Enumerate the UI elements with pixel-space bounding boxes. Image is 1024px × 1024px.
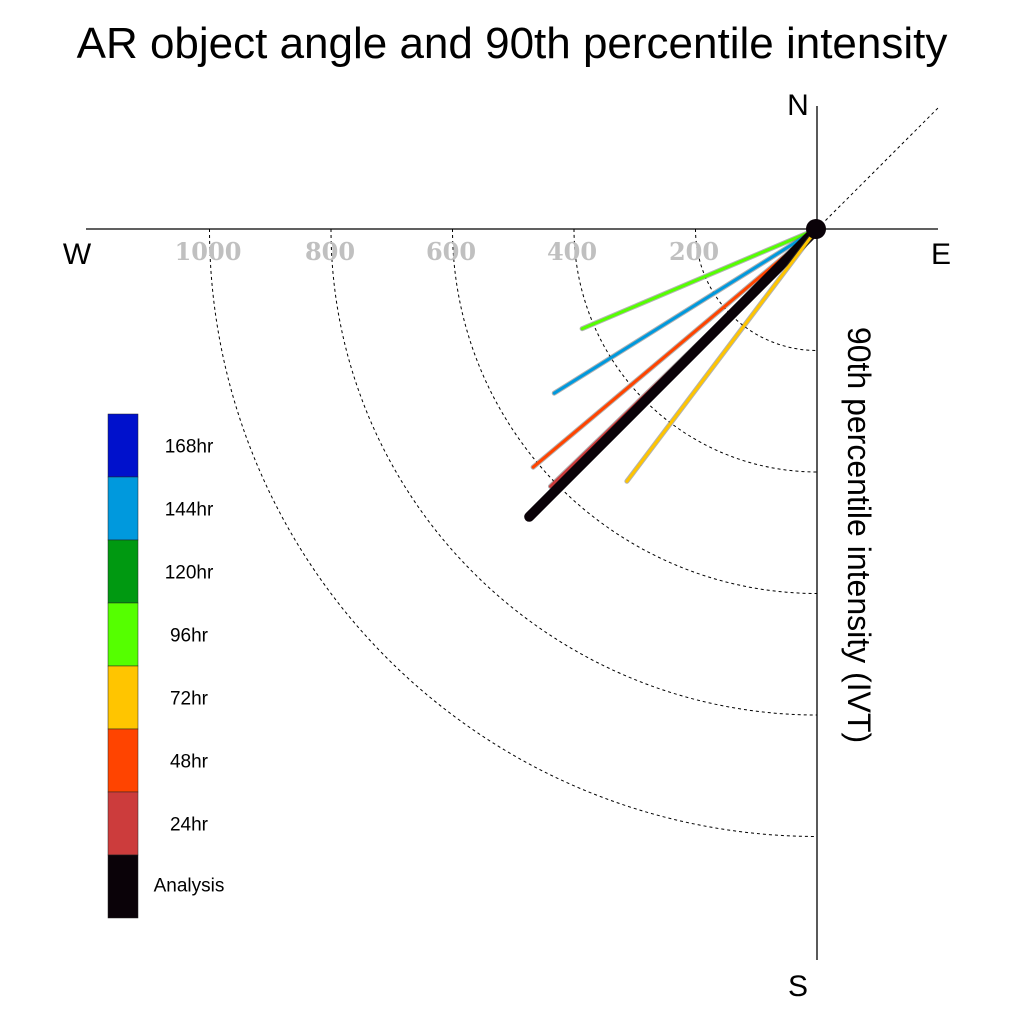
vector-48hr xyxy=(531,227,819,469)
tick-label-1000: 1000 xyxy=(175,237,242,266)
legend-swatch-120hr xyxy=(107,539,139,604)
grid-arc-400 xyxy=(573,228,818,473)
legend-label-72hr: 72hr xyxy=(170,689,209,710)
legend-label-48hr: 48hr xyxy=(170,752,209,773)
south-label: S xyxy=(788,970,808,1003)
legend-swatch-24hr xyxy=(107,791,139,856)
legend-swatch-168hr xyxy=(107,413,139,478)
legend-label-168hr: 168hr xyxy=(165,437,214,458)
vector-144hr xyxy=(552,227,819,395)
origin-marker xyxy=(806,219,826,239)
chart-title: AR object angle and 90th percentile inte… xyxy=(77,19,948,68)
legend-swatch-96hr xyxy=(107,602,139,667)
vector-96hr xyxy=(580,227,819,331)
vector-72hr xyxy=(625,227,819,483)
diagonal-reference-line xyxy=(816,105,941,230)
tick-label-800: 800 xyxy=(305,237,355,266)
legend-swatch-72hr xyxy=(107,665,139,730)
vector-series xyxy=(524,224,822,522)
legend-swatch-analysis xyxy=(107,854,139,919)
grid-arc-800 xyxy=(330,228,818,716)
legend-label-24hr: 24hr xyxy=(170,815,209,836)
y-axis-label: 90th percentile intensity (IVT) xyxy=(841,327,877,743)
radial-tick-labels: 200 400 600 800 1000 xyxy=(175,237,719,266)
north-label: N xyxy=(787,89,809,122)
legend-label-96hr: 96hr xyxy=(170,626,209,647)
tick-label-600: 600 xyxy=(426,237,476,266)
legend-label-120hr: 120hr xyxy=(165,563,214,584)
radial-grid xyxy=(209,228,818,837)
legend-swatch-144hr xyxy=(107,476,139,541)
vector-outline-analysis xyxy=(524,224,822,522)
east-label: E xyxy=(931,238,951,271)
grid-arc-200 xyxy=(695,228,818,351)
legend-label-analysis: Analysis xyxy=(154,876,225,897)
grid-arc-1000 xyxy=(209,228,818,837)
tick-label-400: 400 xyxy=(547,237,597,266)
legend-label-144hr: 144hr xyxy=(165,500,214,521)
tick-label-200: 200 xyxy=(669,237,719,266)
west-label: W xyxy=(63,238,92,271)
grid-arc-600 xyxy=(452,228,818,594)
legend-swatch-48hr xyxy=(107,728,139,793)
legend: 168hr 144hr 120hr 96hr 72hr 48hr 24hr Analysis xyxy=(107,413,225,919)
